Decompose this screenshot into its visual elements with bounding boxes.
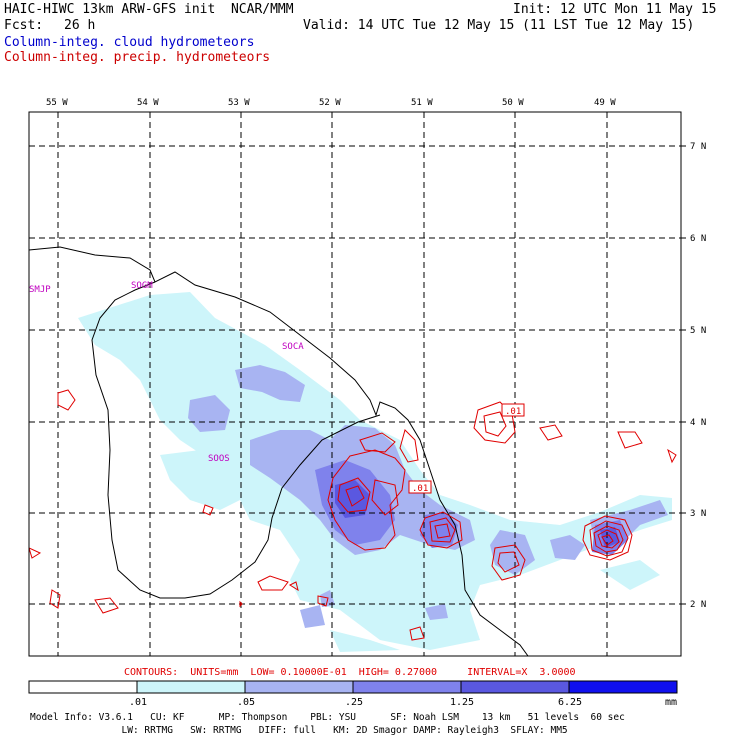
- colorbar-level: 6.25: [558, 697, 583, 708]
- lon-label: 54 W: [137, 98, 159, 108]
- contour-label: .01: [412, 484, 428, 494]
- valid-time: Valid: 14 UTC Tue 12 May 15 (11 LST Tue …: [303, 18, 695, 33]
- lon-label: 51 W: [411, 98, 433, 108]
- contours-info: CONTOURS: UNITS=mm LOW= 0.10000E-01 HIGH…: [124, 667, 576, 678]
- lon-label: 53 W: [228, 98, 250, 108]
- station-label: SMJP: [29, 285, 51, 295]
- cloud-field-label: Column-integ. cloud hydrometeors: [4, 35, 255, 50]
- lat-label: 7 N: [690, 142, 706, 152]
- lat-label: 2 N: [690, 600, 706, 610]
- init-time: Init: 12 UTC Mon 11 May 15: [513, 2, 717, 17]
- colorbar-level: .05: [237, 697, 256, 708]
- latitude-labels: 7 N 6 N 5 N 4 N 3 N 2 N: [690, 142, 706, 610]
- lat-label: 5 N: [690, 326, 706, 336]
- precip-contours: [29, 389, 677, 641]
- precip-field-label: Column-integ. precip. hydrometeors: [4, 50, 271, 65]
- colorbar: [28, 680, 678, 694]
- lon-label: 50 W: [502, 98, 524, 108]
- colorbar-level: 1.25: [450, 697, 475, 708]
- colorbar-units: mm: [665, 697, 678, 708]
- station-label: SOOS: [208, 454, 230, 464]
- colorbar-level: .25: [345, 697, 364, 708]
- station-label: SOGM: [131, 281, 153, 291]
- model-info-line2: LW: RRTMG SW: RRTMG DIFF: full KM: 2D Sm…: [30, 725, 568, 736]
- lat-ticks: [681, 145, 686, 605]
- contour-labels: .01 .01: [408, 403, 525, 494]
- map-frame: [28, 111, 682, 657]
- colorbar-level: .01: [129, 697, 148, 708]
- contour-label: .01: [505, 407, 521, 417]
- lat-label: 4 N: [690, 418, 706, 428]
- forecast-hour: 26 h: [64, 18, 96, 33]
- model-info-line1: Model Info: V3.6.1 CU: KF MP: Thompson P…: [30, 712, 625, 723]
- forecast-label: Fcst:: [4, 18, 44, 33]
- lat-lon-grid: [29, 112, 681, 656]
- lon-label: 52 W: [319, 98, 341, 108]
- station-label: SOCA: [282, 342, 304, 352]
- lat-label: 6 N: [690, 234, 706, 244]
- longitude-labels: 55 W 54 W 53 W 52 W 51 W 50 W 49 W: [46, 98, 616, 108]
- lon-label: 49 W: [594, 98, 616, 108]
- lon-label: 55 W: [46, 98, 68, 108]
- model-title: HAIC-HIWC 13km ARW-GFS init NCAR/MMM: [4, 2, 294, 17]
- stations: SMJP SOGM SOCA SOOS: [29, 281, 304, 464]
- lat-label: 3 N: [690, 509, 706, 519]
